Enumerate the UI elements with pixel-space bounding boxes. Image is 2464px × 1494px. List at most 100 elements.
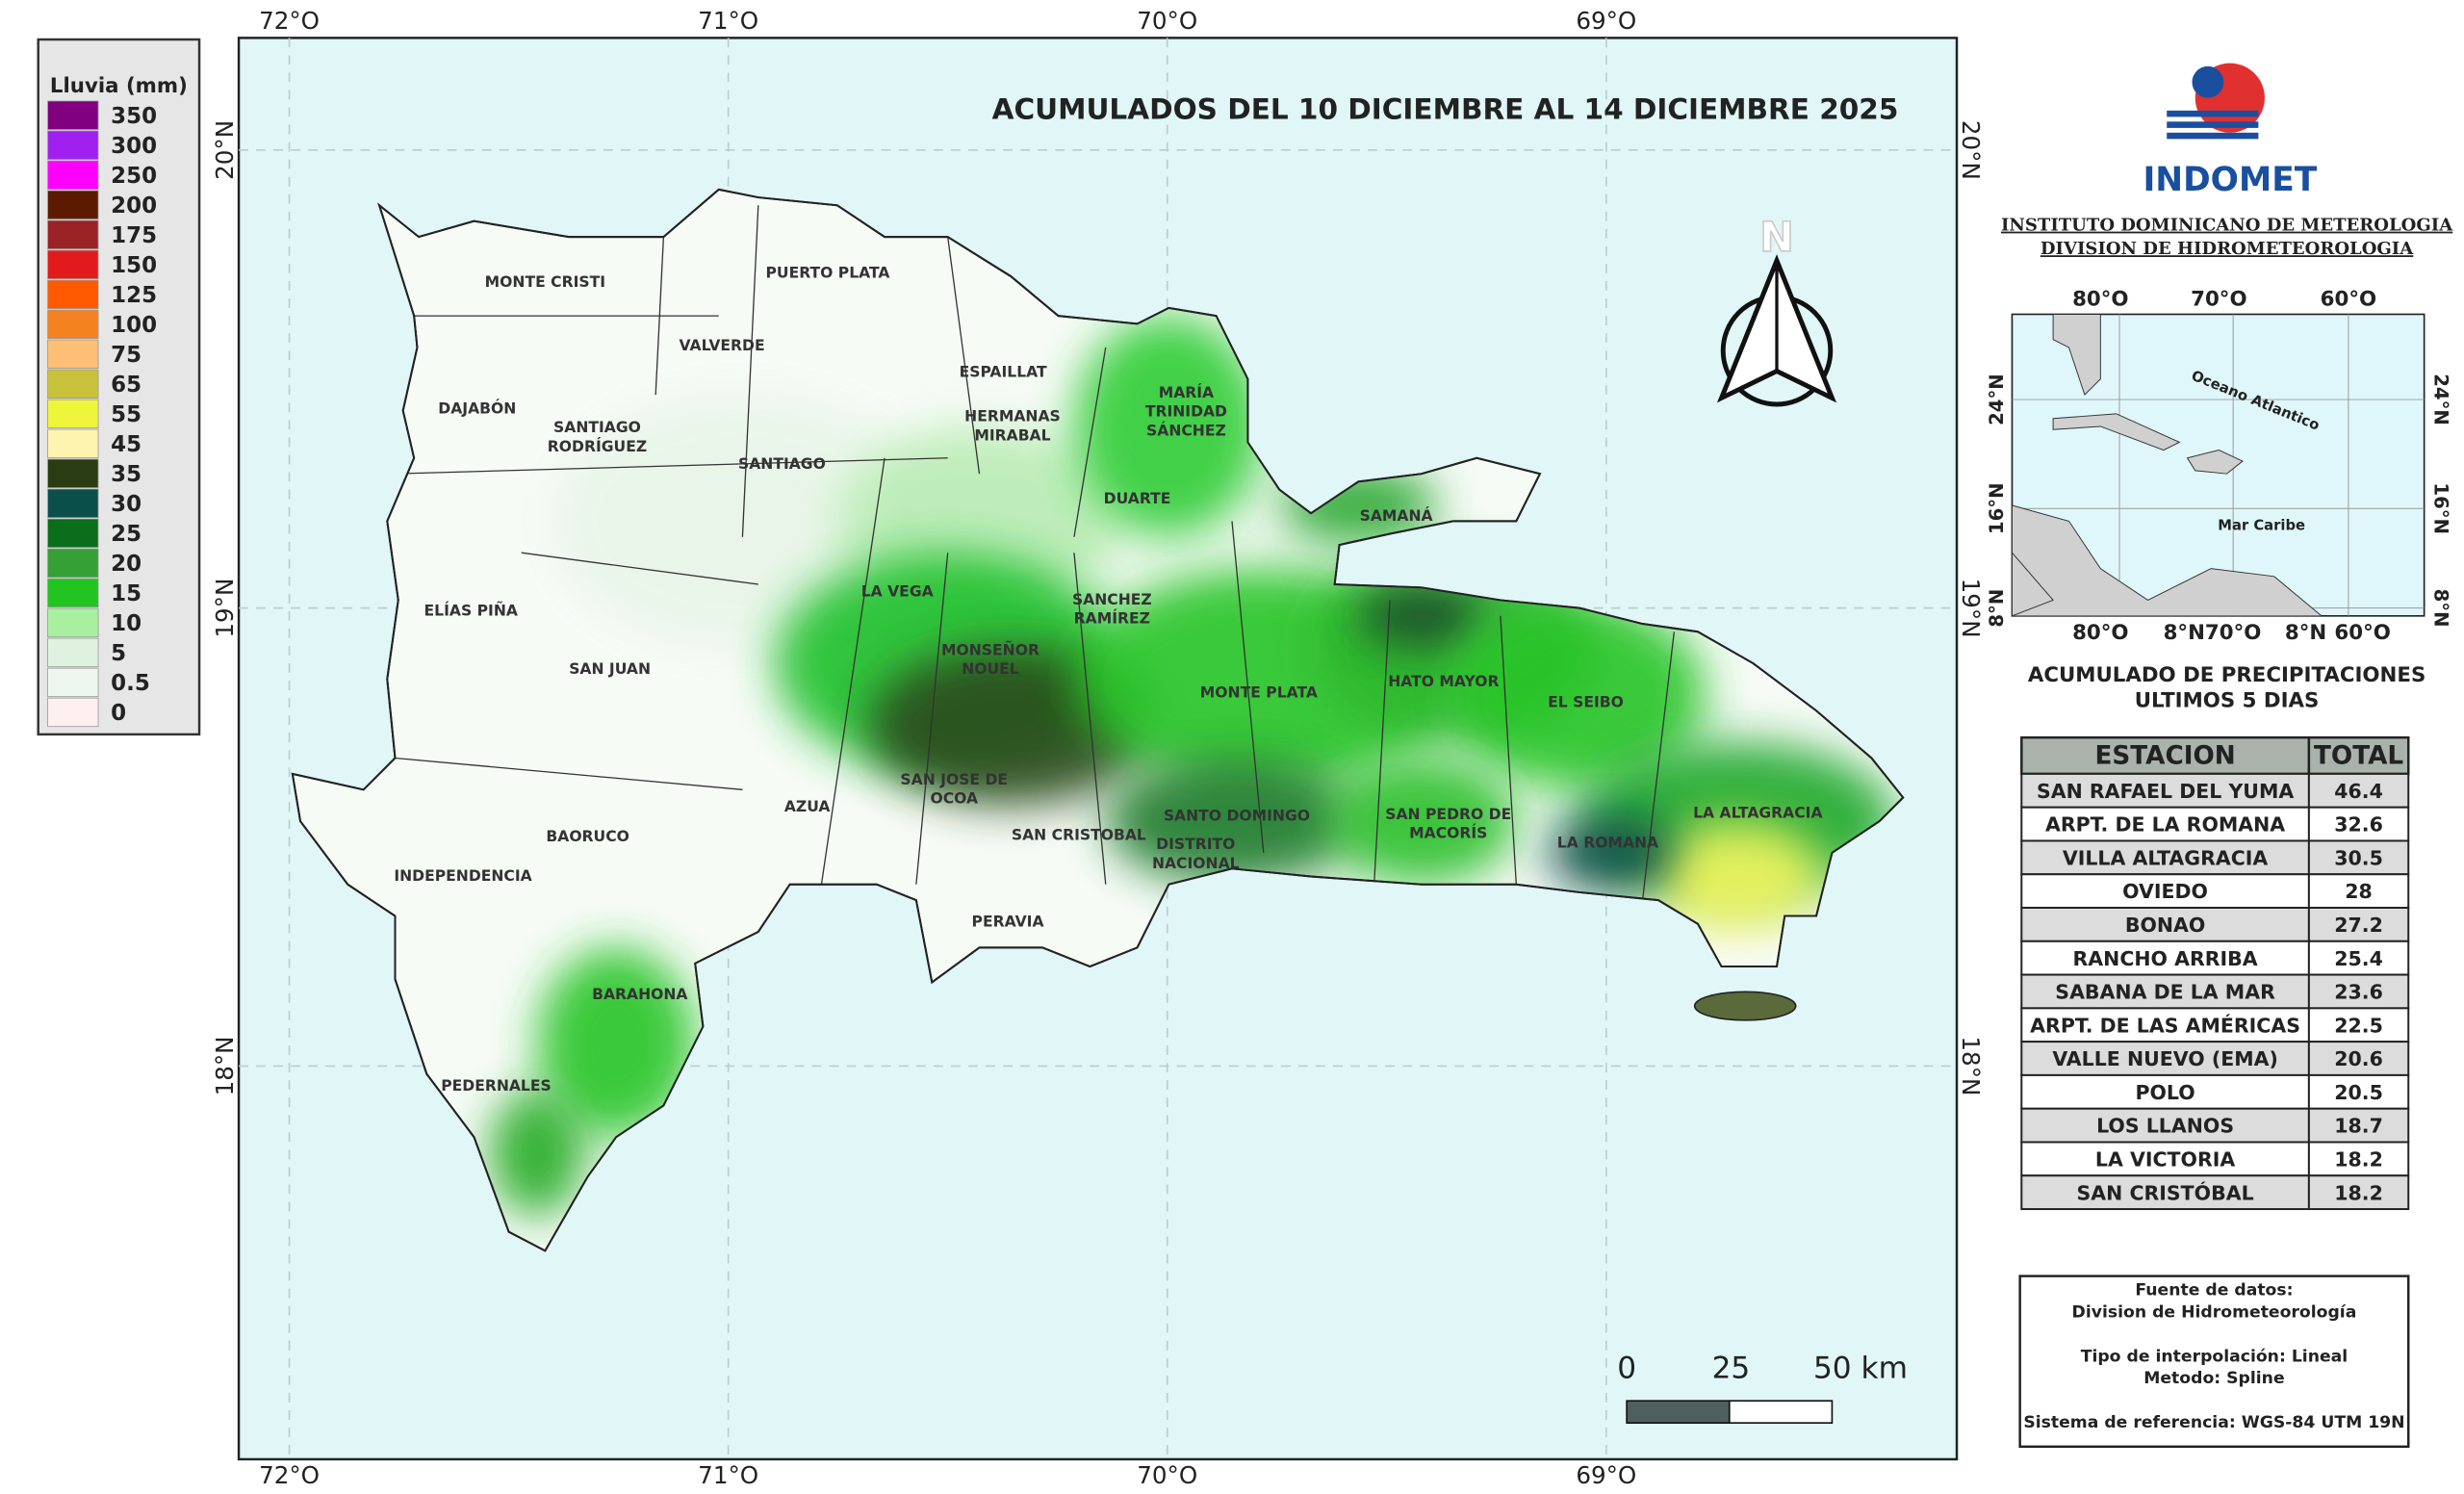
table-cell bbox=[2307, 806, 2410, 842]
table-header-bg bbox=[2020, 735, 2311, 776]
province-label: BARAHONA bbox=[592, 986, 687, 1003]
province-border bbox=[1373, 600, 1391, 885]
station-name: ARPT. DE LAS AMÉRICAS bbox=[2030, 1013, 2300, 1037]
province-label: ELÍAS PIÑA bbox=[424, 601, 518, 619]
legend-label: 175 bbox=[111, 223, 157, 248]
agency-name: INDOMET bbox=[2143, 161, 2317, 199]
inset-lon-label: 80°O bbox=[2072, 288, 2128, 312]
legend-swatch bbox=[47, 309, 99, 339]
province-label: SAN CRISTOBAL bbox=[1012, 826, 1146, 843]
province-label: SAN JOSE DE bbox=[900, 771, 1008, 788]
legend-swatch bbox=[47, 339, 99, 369]
inset-lat-label: 24°N bbox=[2430, 374, 2452, 425]
inset-lat-label: 8°N bbox=[2430, 589, 2452, 628]
source-line: Tipo de interpolación: Lineal bbox=[2081, 1347, 2348, 1366]
province-label: SAN JUAN bbox=[569, 660, 651, 678]
province-label: HERMANAS bbox=[964, 408, 1061, 425]
rain-blob bbox=[1326, 758, 1517, 885]
province-label: SANCHEZ bbox=[1072, 591, 1152, 608]
legend-label: 20 bbox=[111, 552, 141, 577]
legend-label: 0.5 bbox=[111, 671, 150, 696]
province-label: PEDERNALES bbox=[441, 1077, 552, 1095]
province-border bbox=[947, 237, 981, 475]
province-label: SAN PEDRO DE bbox=[1385, 806, 1511, 823]
table-cell bbox=[2307, 1141, 2410, 1177]
legend-label: 0 bbox=[111, 701, 126, 726]
station-total: 30.5 bbox=[2334, 846, 2383, 869]
legend-label: 150 bbox=[111, 253, 157, 278]
station-name: SABANA DE LA MAR bbox=[2055, 981, 2275, 1004]
inset-land bbox=[2052, 413, 2181, 451]
scale-light bbox=[1728, 1400, 1834, 1424]
station-name: LA VICTORIA bbox=[2095, 1148, 2235, 1172]
scale-label: 50 km bbox=[1813, 1351, 1908, 1385]
station-total: 20.6 bbox=[2334, 1047, 2383, 1070]
inset-sea: Mar Caribe bbox=[2218, 517, 2305, 533]
province-label: LA VEGA bbox=[861, 583, 934, 601]
province-border bbox=[915, 553, 949, 885]
legend-swatch bbox=[47, 458, 99, 489]
station-name: ARPT. DE LA ROMANA bbox=[2045, 813, 2285, 837]
inset-lon-label: 70°O bbox=[2205, 621, 2261, 645]
rain-blob bbox=[1548, 812, 1675, 892]
legend-title: Lluvia (mm) bbox=[50, 74, 188, 98]
source-box bbox=[2018, 1275, 2410, 1449]
source-line: Sistema de referencia: WGS-84 UTM 19N bbox=[2023, 1413, 2404, 1432]
inset-land bbox=[2012, 552, 2054, 616]
table-cell bbox=[2307, 772, 2410, 809]
province-label: NOUEL bbox=[962, 660, 1019, 678]
station-total: 46.4 bbox=[2334, 780, 2383, 803]
north-label: N bbox=[1759, 214, 1794, 262]
inset-lon-label: 8°N bbox=[2285, 621, 2326, 645]
legend-label: 5 bbox=[111, 641, 126, 666]
province-border bbox=[521, 552, 758, 585]
province-border bbox=[395, 757, 743, 790]
legend-swatch bbox=[47, 548, 99, 579]
lat-label: 18°N bbox=[1957, 1036, 1985, 1095]
legend-swatch bbox=[47, 190, 99, 219]
province-label: PERAVIA bbox=[972, 914, 1044, 931]
legend-swatch bbox=[47, 160, 99, 190]
table-cell bbox=[2020, 940, 2310, 976]
legend-label: 45 bbox=[111, 432, 141, 457]
scale-dark bbox=[1626, 1400, 1731, 1424]
station-name: SAN RAFAEL DEL YUMA bbox=[2037, 780, 2294, 803]
station-total: 28 bbox=[2345, 880, 2373, 903]
map-title: ACUMULADOS DEL 10 DICIEMBRE AL 14 DICIEM… bbox=[992, 92, 1899, 125]
table-cell bbox=[2020, 973, 2310, 1010]
rain-blob bbox=[1073, 316, 1264, 537]
table-cell bbox=[2307, 1107, 2410, 1144]
legend-label: 250 bbox=[111, 164, 157, 189]
province-label: EL SEIBO bbox=[1548, 694, 1624, 711]
lon-label: 69°O bbox=[1576, 1461, 1636, 1489]
station-total: 32.6 bbox=[2334, 813, 2383, 837]
scale-label: 25 bbox=[1712, 1351, 1751, 1385]
lon-label: 70°O bbox=[1137, 1461, 1197, 1489]
rain-blob bbox=[537, 947, 696, 1138]
inset-lat-label: 16°N bbox=[1986, 482, 2008, 534]
lon-label: 71°O bbox=[698, 7, 758, 35]
table-cell bbox=[2307, 873, 2410, 909]
province-label: SÁNCHEZ bbox=[1146, 421, 1226, 439]
province-label: SANTIAGO bbox=[553, 419, 641, 436]
province-label: ESPAILLAT bbox=[960, 364, 1047, 381]
province-label: RODRÍGUEZ bbox=[548, 437, 647, 455]
station-name: SAN CRISTÓBAL bbox=[2077, 1180, 2254, 1204]
legend-swatch bbox=[47, 369, 99, 399]
scale-label: 0 bbox=[1617, 1351, 1636, 1385]
rain-field bbox=[395, 205, 1896, 1217]
inset-lon-label: 80°O bbox=[2072, 621, 2128, 645]
table-cell bbox=[2307, 940, 2410, 976]
province-label: MACORÍS bbox=[1409, 824, 1487, 842]
province-label: LA ALTAGRACIA bbox=[1693, 804, 1822, 821]
station-total: 25.4 bbox=[2334, 947, 2383, 970]
island-outline bbox=[291, 188, 1905, 1252]
legend-label: 125 bbox=[111, 283, 157, 308]
legend-label: 15 bbox=[111, 581, 141, 606]
legend-label: 25 bbox=[111, 522, 141, 547]
table-cell bbox=[2020, 839, 2310, 876]
table-header: TOTAL bbox=[2314, 741, 2403, 770]
province-label: SANTIAGO bbox=[738, 455, 826, 473]
legend-swatch bbox=[47, 428, 99, 459]
